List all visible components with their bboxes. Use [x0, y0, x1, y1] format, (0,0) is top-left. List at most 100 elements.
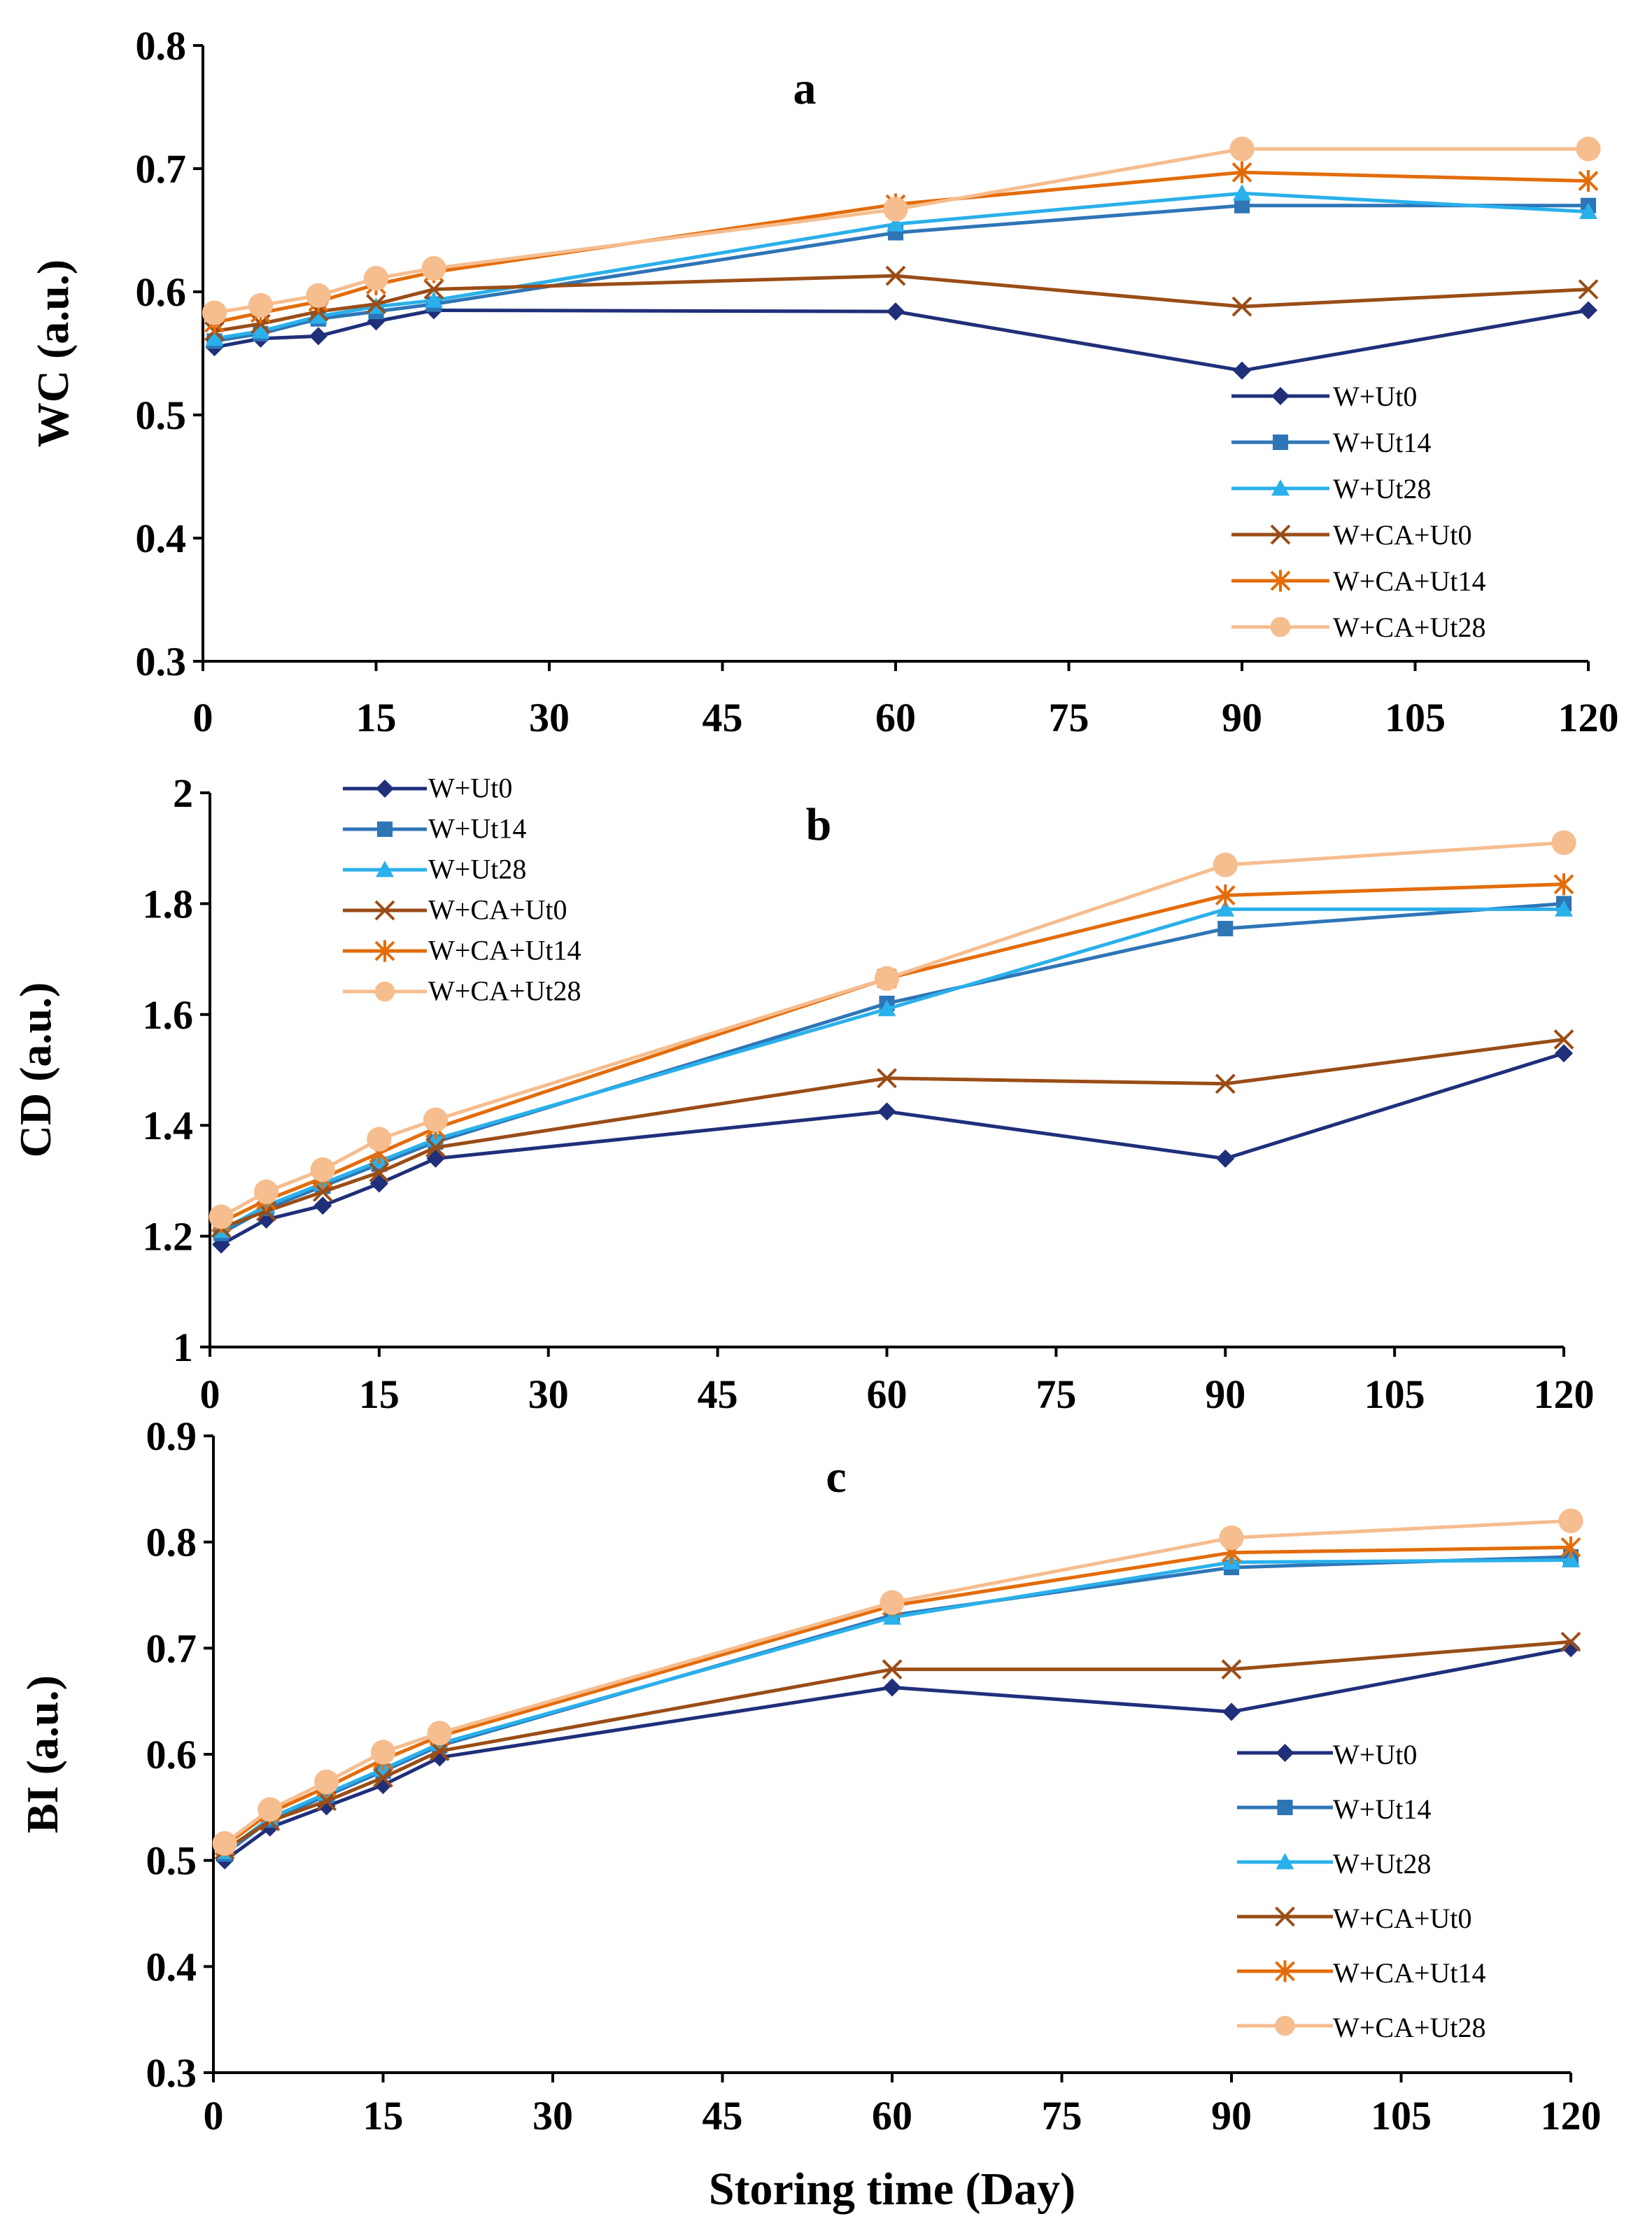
data-point — [1233, 361, 1251, 380]
data-point — [1553, 873, 1574, 896]
y-tick-label: 1.2 — [143, 1214, 194, 1260]
legend-marker — [376, 821, 393, 838]
data-point — [1553, 1029, 1574, 1050]
legend-item: W+Ut28 — [343, 854, 526, 885]
data-point-stroke-2 — [423, 279, 444, 299]
legend-item: W+CA+Ut0 — [343, 894, 567, 926]
x-tick-label: 30 — [528, 1372, 569, 1417]
series-W+CA+Ut0 — [211, 1029, 1574, 1239]
data-point — [427, 1721, 452, 1746]
data-point — [421, 255, 446, 281]
series-W+Ut28 — [205, 184, 1597, 346]
legend-marker — [374, 981, 395, 1002]
panel-label: b — [806, 799, 832, 850]
legend-item: W+CA+Ut28 — [1231, 612, 1485, 643]
data-point — [1215, 1073, 1236, 1094]
data-point — [373, 1767, 393, 1788]
legend-item: W+Ut28 — [1237, 1848, 1431, 1880]
legend-marker — [374, 940, 395, 962]
data-point — [202, 300, 227, 325]
legend-marker-stroke-2 — [1270, 524, 1291, 545]
x-tick-label: 90 — [1205, 1372, 1245, 1417]
y-tick-label: 0.4 — [146, 1944, 197, 1989]
data-point — [1222, 1702, 1241, 1721]
legend-item: W+CA+Ut14 — [343, 935, 581, 966]
data-point — [366, 294, 386, 315]
series-line — [223, 1646, 1572, 1862]
legend-marker — [1272, 434, 1289, 451]
data-point — [313, 1197, 332, 1215]
legend-marker — [376, 780, 394, 798]
legend-label: W+Ut28 — [1333, 1848, 1431, 1880]
legend-marker — [1277, 1799, 1293, 1816]
data-point — [1234, 197, 1250, 213]
series-W+CA+Ut14 — [211, 873, 1574, 1234]
y-tick-label: 2 — [173, 770, 193, 816]
panel-a: 0.3 0.4 0.5 0.6 0.7 0.8 0 15 30 45 60 75 90 105 120 WC … — [28, 23, 1619, 740]
legend-label: W+CA+Ut0 — [1333, 519, 1471, 551]
data-point — [882, 1659, 903, 1680]
series-line — [220, 907, 1564, 1232]
panel-label: a — [793, 63, 817, 114]
x-tick-label: 0 — [193, 695, 213, 740]
data-point-stroke-2 — [1560, 1631, 1581, 1652]
legend-item: W+CA+Ut0 — [1231, 519, 1471, 551]
data-point-stroke-2 — [1553, 1029, 1574, 1050]
legend-label: W+CA+Ut14 — [1333, 565, 1485, 597]
legend-marker-stroke-2 — [374, 900, 395, 921]
series-W+Ut0 — [205, 301, 1597, 380]
data-point — [425, 1137, 446, 1158]
data-point-stroke-2 — [369, 1162, 390, 1183]
data-point — [1560, 1536, 1581, 1558]
data-point-stroke-2 — [1231, 296, 1252, 317]
legend-marker-stroke-2 — [1275, 1906, 1295, 1927]
legend-label: W+CA+Ut28 — [1333, 2012, 1485, 2043]
data-point — [883, 197, 908, 222]
x-tick-label: 45 — [703, 695, 743, 740]
data-point-stroke-2 — [1221, 1659, 1242, 1680]
data-point — [205, 329, 224, 346]
data-point — [1578, 279, 1599, 299]
data-point — [885, 265, 906, 286]
data-point — [367, 1127, 392, 1152]
data-point — [254, 1179, 279, 1204]
data-point — [1558, 1508, 1583, 1533]
legend-label: W+CA+Ut28 — [1333, 612, 1485, 643]
data-point — [209, 1204, 234, 1229]
legend-marker — [376, 861, 394, 877]
series-line — [214, 191, 1589, 341]
legend: W+Ut0 W+Ut14 W+Ut28 W+CA+Ut0 W+CA+Ut14 W+CA+U… — [343, 773, 581, 1007]
series-W+Ut14 — [213, 896, 1572, 1241]
data-point — [306, 283, 331, 308]
data-point — [1221, 1659, 1242, 1680]
x-tick-label: 120 — [1558, 695, 1619, 740]
data-point-stroke-2 — [1578, 279, 1599, 299]
data-point — [370, 1740, 396, 1765]
panel-b: 1 1.2 1.4 1.6 1.8 2 0 15 30 45 60 75 90 105 120 CD (a.u… — [10, 770, 1595, 1417]
legend-item: W+Ut0 — [343, 773, 512, 804]
data-point — [1233, 184, 1251, 201]
legend-label: W+Ut0 — [428, 773, 512, 804]
data-point — [1555, 900, 1573, 917]
data-point — [1562, 1551, 1580, 1567]
legend-label: W+Ut0 — [1333, 381, 1417, 412]
legend-marker — [1276, 1853, 1294, 1870]
legend-marker — [1270, 524, 1291, 545]
legend-label: W+Ut14 — [428, 813, 526, 845]
legend-marker — [1270, 570, 1291, 592]
legend-item: W+Ut28 — [1231, 473, 1431, 505]
y-tick-label: 0.6 — [136, 269, 187, 315]
x-tick-label: 75 — [1042, 2093, 1082, 2138]
data-point — [257, 1797, 283, 1822]
x-tick-label: 105 — [1364, 1372, 1425, 1417]
data-point — [425, 291, 443, 308]
legend-item: W+Ut0 — [1231, 381, 1417, 412]
data-point — [874, 966, 900, 991]
legend-item: W+CA+Ut14 — [1237, 1957, 1485, 1989]
legend-marker — [374, 900, 395, 921]
series-W+CA+Ut28 — [212, 1508, 1583, 1856]
legend-marker — [1271, 479, 1290, 496]
legend-item: W+CA+Ut14 — [1231, 565, 1485, 597]
legend-item: W+Ut14 — [343, 813, 526, 845]
y-tick-label: 0.3 — [146, 2050, 197, 2096]
